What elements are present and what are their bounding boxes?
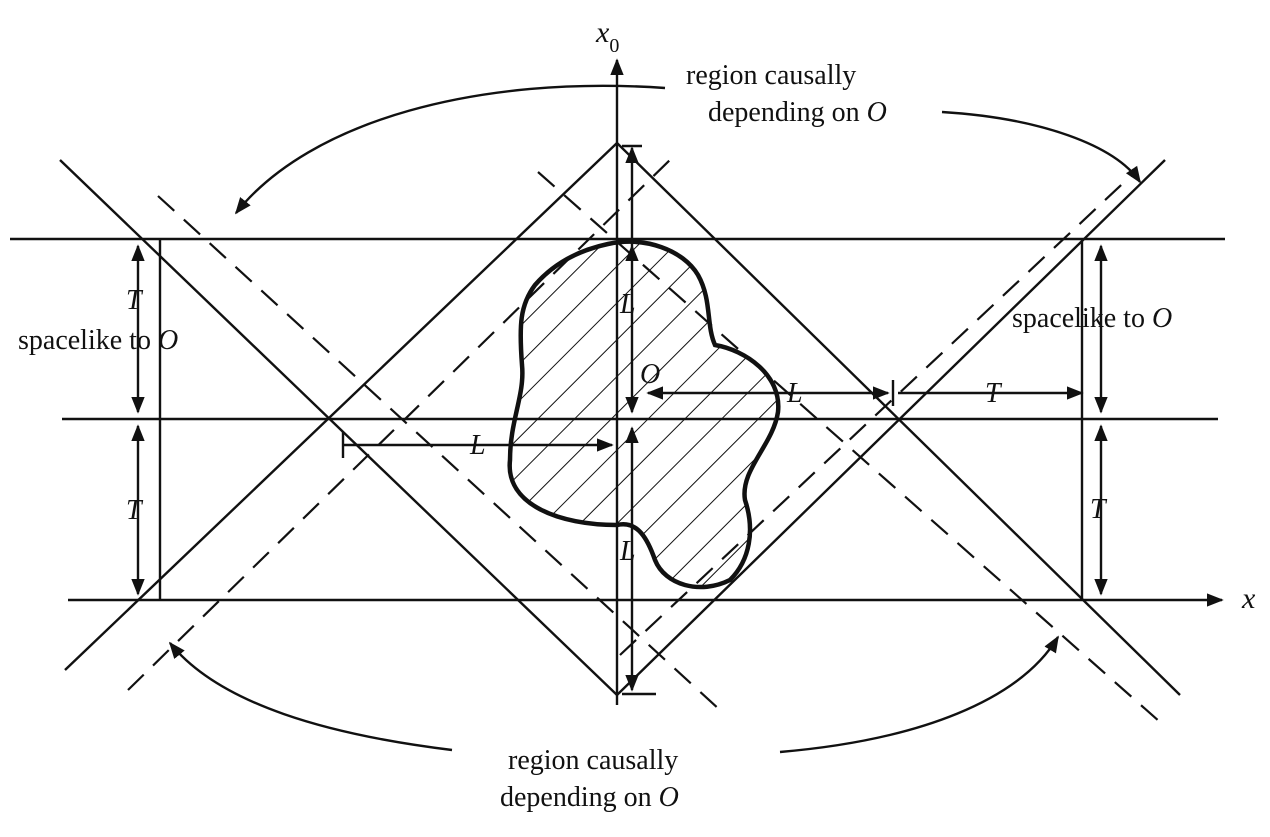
- right-horizontal-t-label: T: [985, 378, 1003, 409]
- top-right-region-arrow: [941, 110, 1141, 184]
- bottom-right-region-arrow: [779, 635, 1060, 754]
- left-spacelike-label: spacelike to O: [18, 325, 178, 356]
- left-cone-down-line: [59, 159, 618, 696]
- top-region-prefix: depending on: [708, 97, 867, 128]
- right-spacelike-var: O: [1152, 303, 1172, 334]
- time-axis-subscript: 0: [609, 35, 619, 57]
- left-spacelike-prefix: spacelike to: [18, 325, 158, 356]
- right-spacelike-label: spacelike to O: [1012, 303, 1172, 334]
- left-cone-up-line: [64, 142, 618, 671]
- left-dashed-up-line: [127, 154, 676, 691]
- space-axis-label: x: [1241, 582, 1256, 615]
- top-region-label-line2: depending on O: [708, 97, 887, 128]
- origin-label: O: [640, 359, 660, 390]
- hatched-region: [507, 239, 781, 590]
- right-spacelike-prefix: spacelike to: [1012, 303, 1152, 334]
- left-lower-t-label: T: [126, 495, 144, 526]
- top-l-label: L: [619, 289, 636, 320]
- bottom-l-label: L: [619, 536, 636, 567]
- bottom-region-prefix: depending on: [500, 782, 659, 813]
- left-l-label: L: [469, 430, 486, 461]
- time-axis-symbol: x: [595, 16, 610, 49]
- top-region-var: O: [867, 97, 887, 128]
- bottom-left-region-arrow: [168, 641, 453, 752]
- left-upper-t-label: T: [126, 285, 144, 316]
- left-spacelike-var: O: [158, 325, 178, 356]
- right-cone-up-line: [616, 159, 1166, 696]
- time-axis-label: x0: [595, 16, 619, 57]
- top-region-label-line1: region causally: [686, 60, 856, 91]
- right-l-label: L: [786, 378, 803, 409]
- bottom-region-label-line2: depending on O: [500, 782, 679, 813]
- right-lower-t-label: T: [1090, 494, 1108, 525]
- top-left-region-arrow: [234, 84, 666, 215]
- bottom-region-label-line1: region causally: [508, 745, 678, 776]
- bottom-region-var: O: [659, 782, 679, 813]
